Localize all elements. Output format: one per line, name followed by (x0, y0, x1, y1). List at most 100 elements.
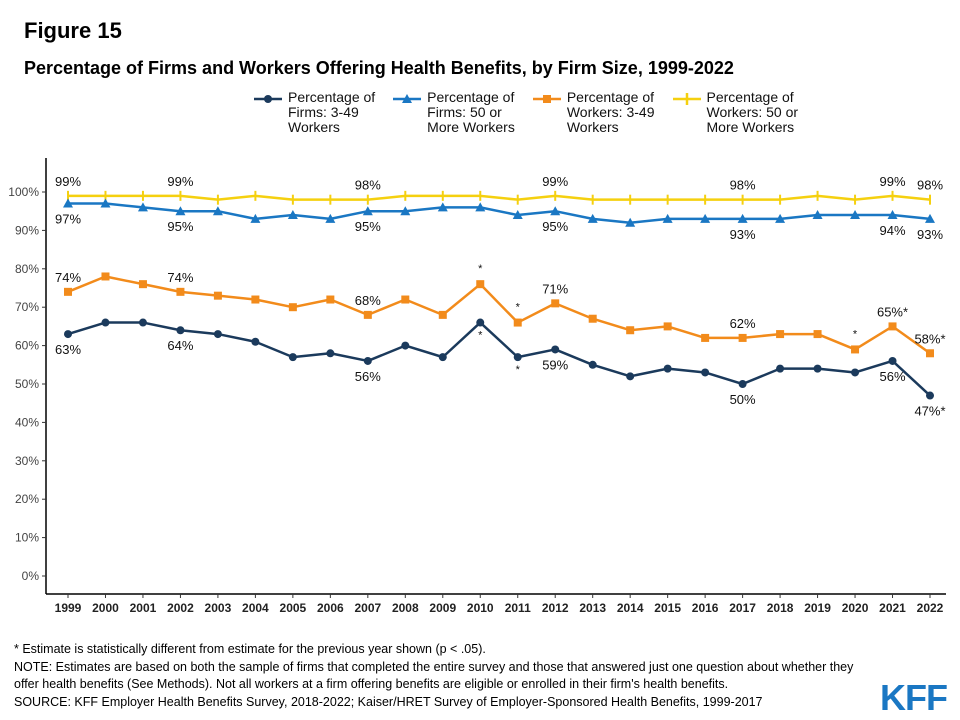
data-point (213, 291, 222, 300)
data-label: 56% (880, 369, 906, 384)
data-point (550, 206, 561, 216)
data-label: 47%* (914, 404, 945, 419)
data-point (551, 299, 560, 308)
data-label: 99% (55, 174, 81, 189)
legend-item-workers-small[interactable]: Percentage of Workers: 3-49 Workers (529, 90, 655, 135)
x-tick-label: 2011 (505, 601, 531, 615)
x-tick-label: 2021 (879, 601, 906, 615)
data-point (212, 206, 223, 216)
data-point (288, 303, 297, 312)
x-tick-label: 2000 (92, 601, 119, 615)
footnote-note-1: NOTE: Estimates are based on both the sa… (14, 659, 854, 674)
x-tick-label: 2003 (205, 601, 232, 615)
data-point (663, 364, 672, 373)
data-label: 74% (55, 270, 81, 285)
x-tick-label: 2019 (804, 601, 831, 615)
data-point (701, 368, 710, 377)
legend-label: Percentage of Workers: 3-49 Workers (566, 89, 655, 135)
figure-label: Figure 15 (24, 18, 122, 43)
y-tick-label: 40% (15, 415, 39, 429)
data-point (738, 380, 747, 388)
data-point (251, 295, 260, 304)
data-label: 99% (880, 174, 906, 189)
data-label: * (478, 330, 483, 342)
data-point (776, 330, 785, 339)
data-label: 97% (55, 212, 81, 227)
y-tick-label: 30% (15, 454, 39, 468)
series-line-plus (68, 194, 931, 201)
series-line-circle (67, 321, 931, 397)
data-point (513, 318, 522, 327)
data-point (138, 318, 147, 327)
data-label: 63% (55, 342, 81, 357)
data-label: 71% (542, 281, 568, 296)
data-point (362, 206, 373, 216)
data-point (287, 210, 298, 220)
legend-item-workers-large[interactable]: Percentage of Workers: 50 or More Workers (669, 89, 799, 135)
data-point (400, 206, 411, 216)
x-tick-label: 2010 (467, 601, 494, 615)
data-point (813, 330, 822, 339)
legend-item-firms-large[interactable]: Percentage of Firms: 50 or More Workers (389, 90, 515, 135)
y-tick-label: 80% (15, 262, 39, 276)
data-point (851, 345, 860, 354)
data-label: 98% (917, 178, 943, 193)
y-tick-label: 70% (15, 300, 39, 314)
data-label: 94% (880, 223, 906, 238)
data-label: 98% (355, 178, 381, 193)
x-tick-label: 2007 (354, 601, 381, 615)
chart-legend: Percentage of Firms: 3-49 Workers Percenta… (250, 90, 812, 135)
data-point (476, 280, 485, 289)
data-label: * (516, 364, 521, 376)
data-point (64, 287, 72, 296)
data-label: * (853, 328, 858, 340)
data-label: 95% (542, 219, 568, 234)
x-tick-label: 2018 (767, 601, 794, 615)
legend-label: Percentage of Workers: 50 or More Workers (706, 89, 799, 135)
data-point (925, 213, 935, 223)
data-point (138, 280, 147, 289)
data-point (812, 210, 823, 220)
data-point (587, 213, 598, 223)
x-tick-label: 1999 (55, 601, 82, 615)
data-point (887, 210, 898, 220)
x-tick-label: 2008 (392, 601, 419, 615)
data-label: 93% (730, 227, 756, 242)
data-point (250, 213, 261, 223)
chart-title: Percentage of Firms and Workers Offering… (24, 58, 734, 78)
data-point (551, 345, 560, 354)
footnote-source: SOURCE: KFF Employer Health Benefits Sur… (14, 694, 763, 709)
y-tick-label: 10% (15, 531, 39, 545)
data-label: 64% (167, 338, 193, 353)
y-tick-label: 0% (22, 569, 40, 583)
data-label: * (478, 263, 483, 275)
data-point (401, 341, 410, 350)
y-tick-label: 20% (15, 492, 39, 506)
data-point (512, 210, 523, 220)
data-point (63, 198, 73, 208)
x-tick-label: 2006 (317, 601, 344, 615)
data-label: 58%* (914, 331, 945, 346)
data-label: 62% (730, 316, 756, 331)
data-point (513, 353, 522, 362)
x-tick-label: 2012 (542, 601, 569, 615)
y-tick-label: 50% (15, 377, 39, 391)
data-label: 93% (917, 227, 943, 242)
data-point (475, 202, 486, 212)
data-point (888, 322, 897, 331)
data-label: 99% (167, 174, 193, 189)
data-point (176, 326, 185, 335)
footnotes: * Estimate is statistically different fr… (14, 641, 894, 711)
x-tick-label: 2005 (280, 601, 307, 615)
x-tick-label: 2017 (729, 601, 756, 615)
data-point (625, 217, 636, 227)
y-tick-label: 90% (15, 223, 39, 237)
data-point (175, 206, 186, 216)
data-point (776, 364, 785, 373)
x-tick-label: 2001 (130, 601, 157, 615)
data-point (476, 318, 485, 327)
legend-key-square (529, 90, 567, 130)
data-point (888, 356, 897, 365)
data-point (437, 202, 448, 212)
legend-item-firms-small[interactable]: Percentage of Firms: 3-49 Workers (250, 90, 375, 135)
